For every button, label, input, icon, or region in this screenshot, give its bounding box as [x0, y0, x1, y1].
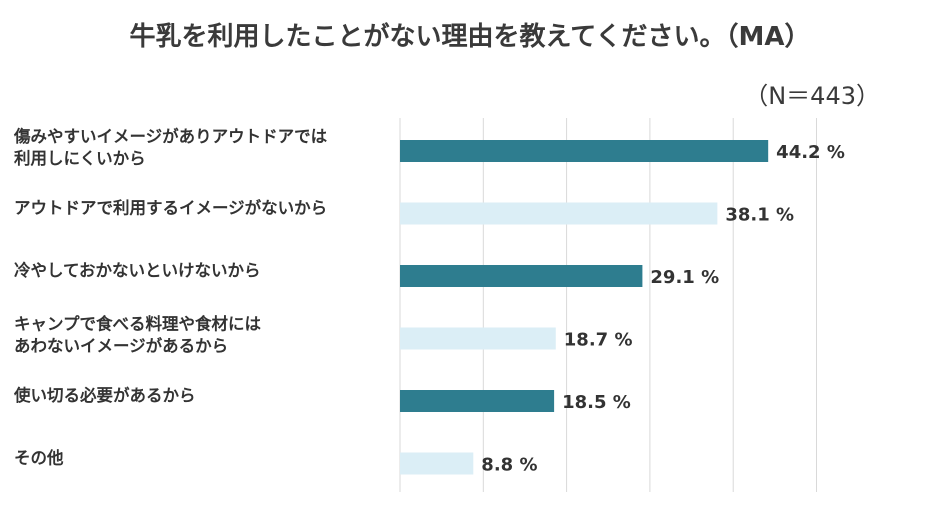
bar: [400, 390, 555, 412]
value-label: 18.7 %: [564, 330, 633, 351]
category-labels: 傷みやすいイメージがありアウトドアでは利用しにくいからアウトドアで利用するイメー…: [13, 126, 328, 468]
value-labels: 44.2 % 38.1 % 29.1 % 18.7 % 18.5 % 8.8 %: [481, 142, 845, 476]
bar: [400, 140, 769, 162]
sample-size-label: （N＝443）: [744, 82, 880, 110]
category-label: その他: [14, 448, 64, 468]
value-label: 8.8 %: [481, 455, 537, 476]
category-label: 使い切る必要があるから: [13, 385, 196, 405]
value-label: 18.5 %: [562, 392, 631, 413]
category-label: 傷みやすいイメージがありアウトドアでは: [13, 126, 328, 146]
category-label: あわないイメージがあるから: [14, 336, 228, 356]
bar: [400, 452, 474, 475]
value-label: 44.2 %: [776, 142, 845, 163]
category-label: アウトドアで利用するイメージがないから: [14, 198, 327, 218]
grid-lines: [399, 118, 817, 492]
value-label: 29.1 %: [650, 267, 719, 288]
category-label: キャンプで食べる料理や食材には: [14, 314, 262, 334]
bars: [400, 140, 769, 475]
bar: [400, 202, 718, 225]
category-label: 利用しにくいから: [14, 148, 146, 168]
chart-title: 牛乳を利用したことがない理由を教えてください。（MA）: [130, 21, 811, 52]
value-label: 38.1 %: [725, 205, 794, 226]
bar: [400, 265, 643, 287]
bar: [400, 327, 556, 350]
category-label: 冷やしておかないといけないから: [14, 260, 261, 280]
